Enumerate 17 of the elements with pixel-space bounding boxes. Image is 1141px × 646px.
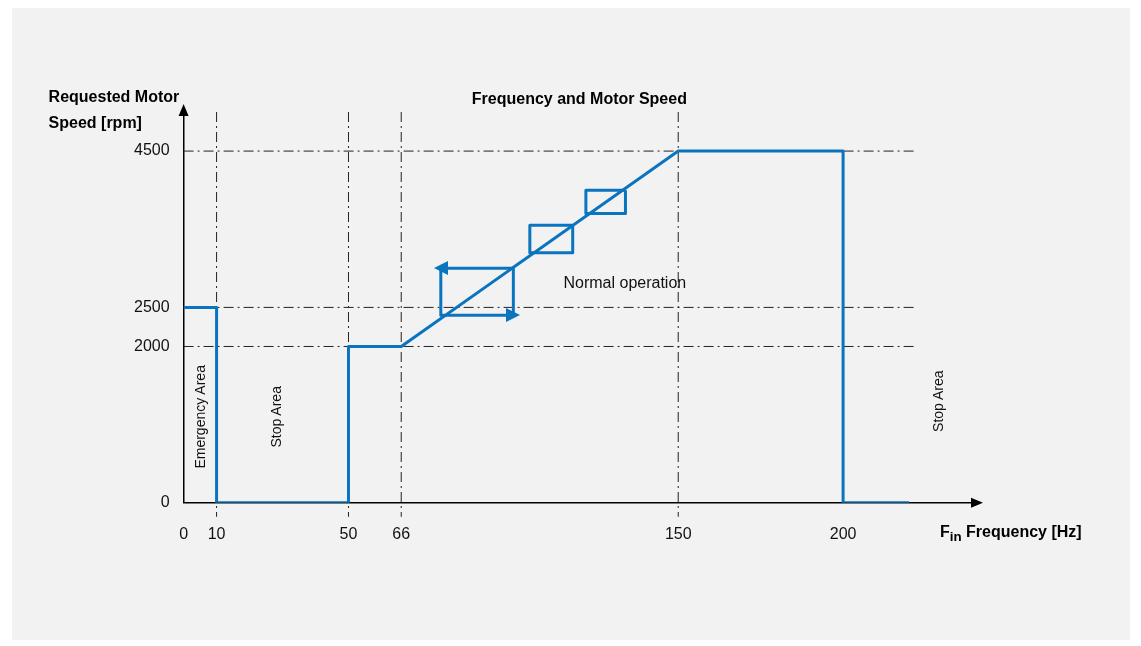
chart-title: Frequency and Motor Speed: [471, 90, 687, 108]
x-tick-label: 10: [207, 524, 226, 542]
x-tick-label: 50: [339, 524, 358, 542]
y-tick-label: 2000: [134, 336, 170, 354]
y-tick-label: 0: [160, 493, 170, 511]
x-tick-label: 66: [392, 524, 411, 542]
annotation: Normal operation: [563, 274, 687, 292]
x-tick-label: 150: [664, 524, 692, 542]
y-axis-title: Requested Motor Speed [rpm]: [48, 87, 181, 133]
x-tick-label: 0: [179, 524, 189, 542]
annotation: Stop Area: [930, 370, 947, 432]
y-tick-label: 4500: [134, 141, 170, 159]
x-axis-title: F$_{in}$ Frequency [Hz]: [940, 522, 1082, 544]
annotation: Stop Area: [267, 385, 284, 448]
y-tick-label: 2500: [134, 297, 170, 315]
x-tick-label: 200: [829, 524, 857, 542]
annotation: Emergency Area: [191, 364, 208, 469]
